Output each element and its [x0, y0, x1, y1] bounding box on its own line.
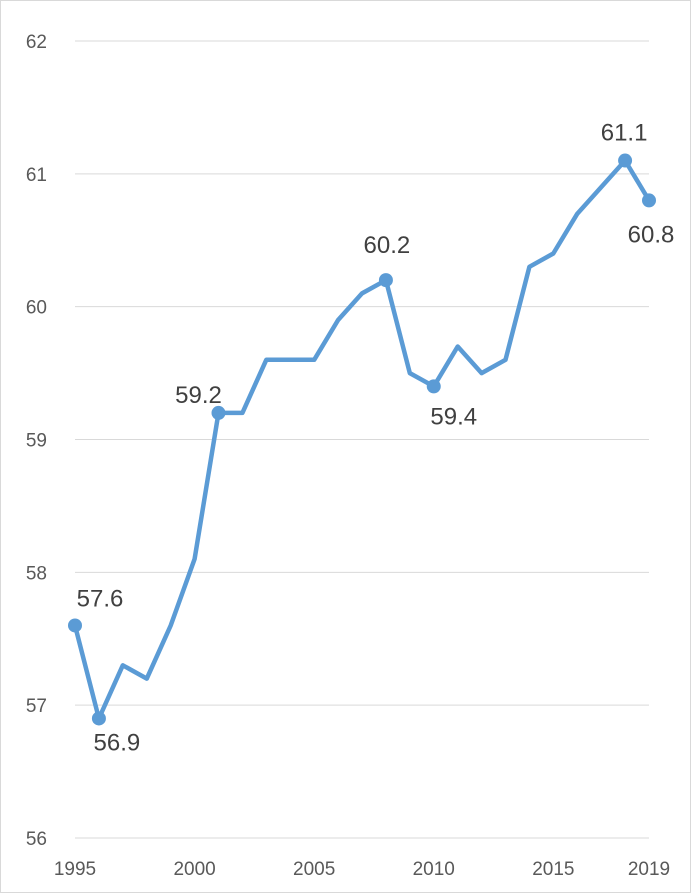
x-tick-label: 2010	[413, 859, 455, 880]
x-tick-label: 2015	[532, 859, 574, 880]
series-line	[72, 158, 652, 721]
series	[72, 158, 652, 721]
y-tick-label: 59	[26, 431, 47, 452]
x-tick-label: 1995	[54, 859, 96, 880]
data-label: 59.2	[175, 382, 222, 409]
markers	[68, 153, 656, 726]
data-point-marker	[91, 711, 106, 726]
data-label: 60.2	[364, 232, 411, 259]
y-tick-label: 58	[26, 563, 47, 584]
data-label: 59.4	[430, 403, 477, 430]
x-tick-label: 2000	[173, 859, 215, 880]
data-point-marker	[211, 405, 226, 420]
data-point-marker	[642, 193, 656, 208]
data-point-marker	[618, 153, 633, 168]
data-label: 61.1	[601, 120, 648, 147]
y-axis: 56 57 58 59 60 61 62	[26, 32, 47, 850]
data-label: 57.6	[77, 585, 124, 612]
data-point-marker	[68, 618, 82, 633]
gridlines	[75, 40, 649, 839]
data-point-marker	[426, 379, 441, 394]
y-tick-label: 56	[26, 829, 47, 850]
y-tick-label: 62	[26, 32, 47, 53]
data-labels: 57.6 56.9 59.2 60.2 59.4 61.1 60.8	[77, 120, 675, 757]
y-tick-label: 60	[26, 298, 47, 319]
x-tick-label: 2019	[628, 859, 670, 880]
data-label: 60.8	[628, 221, 675, 248]
x-axis: 1995 2000 2005 2010 2015 2019	[54, 859, 670, 880]
y-tick-label: 61	[26, 165, 47, 186]
x-tick-label: 2005	[293, 859, 335, 880]
data-point-marker	[378, 273, 393, 288]
y-tick-label: 57	[26, 696, 47, 717]
data-label: 56.9	[94, 729, 141, 756]
